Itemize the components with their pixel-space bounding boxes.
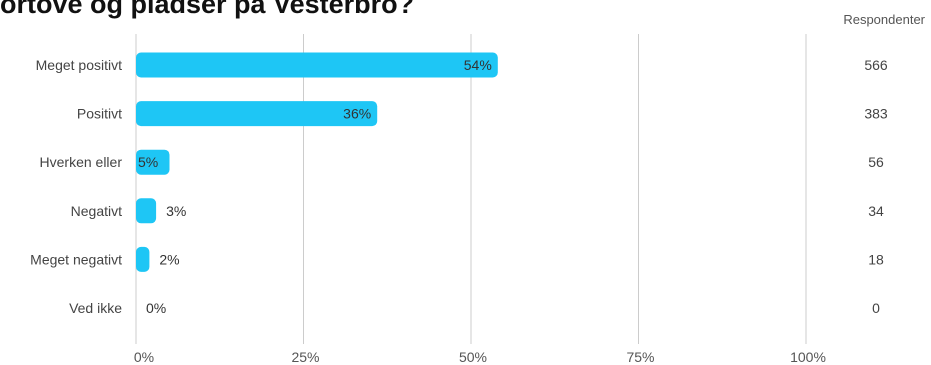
bar-value-label: 5% xyxy=(138,154,158,170)
respondents-header: Respondenter xyxy=(843,12,925,27)
respondent-count: 383 xyxy=(864,106,888,122)
category-label: Meget positivt xyxy=(36,57,122,73)
bar-value-label: 54% xyxy=(464,57,492,73)
bar-value-label: 2% xyxy=(159,251,179,267)
category-label: Meget negativt xyxy=(30,251,122,267)
respondent-count: 34 xyxy=(868,203,884,219)
bar xyxy=(136,246,150,272)
category-label: Negativt xyxy=(71,203,122,219)
respondent-count: 0 xyxy=(872,300,880,316)
x-tick-label: 25% xyxy=(291,349,319,365)
category-label: Ved ikke xyxy=(69,300,122,316)
bar-value-label: 3% xyxy=(166,203,186,219)
x-tick-label: 100% xyxy=(790,349,826,365)
x-tick-label: 75% xyxy=(626,349,654,365)
chart-title: ortove og pladser på Vesterbro? xyxy=(0,0,415,19)
bar-value-label: 0% xyxy=(146,300,166,316)
respondent-count: 18 xyxy=(868,251,884,267)
bar xyxy=(136,198,157,224)
category-label: Hverken eller xyxy=(40,154,123,170)
category-label: Positivt xyxy=(77,106,122,122)
respondent-count: 56 xyxy=(868,154,884,170)
bar xyxy=(136,149,170,175)
respondent-count: 566 xyxy=(864,57,888,73)
bar xyxy=(136,101,378,127)
bar-value-label: 36% xyxy=(343,106,371,122)
x-tick-label: 50% xyxy=(459,349,487,365)
x-tick-label: 0% xyxy=(134,349,154,365)
bar xyxy=(136,52,498,78)
